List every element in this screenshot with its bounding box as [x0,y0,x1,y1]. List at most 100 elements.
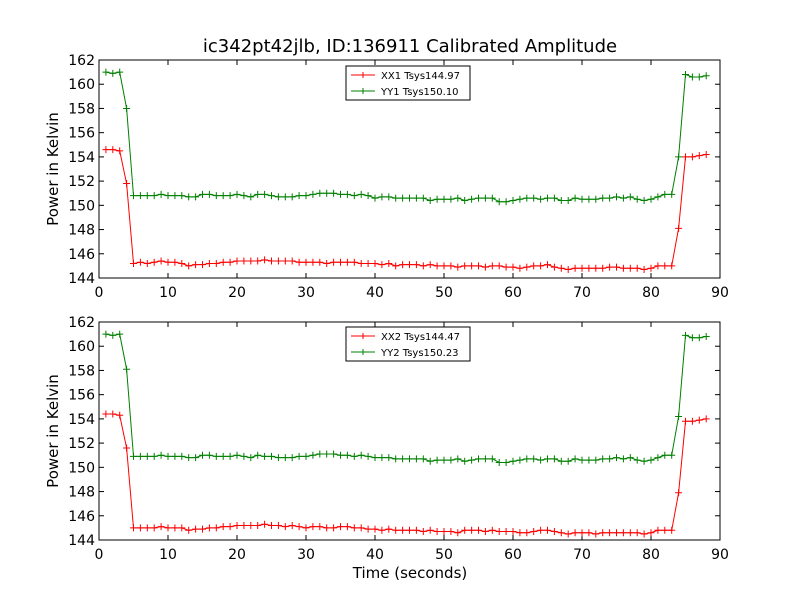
data-point [143,452,151,460]
data-point [578,529,586,537]
data-point [406,261,413,269]
data-point [337,451,344,459]
data-point [295,192,303,200]
data-point [178,452,186,460]
data-point [564,530,572,538]
data-point [143,524,151,532]
subplot-1: 0 10 20 30 40 50 60 70 80 90 144 146 148 150 152 154 156… [44,53,729,301]
y-axis-label: Power in Kelvin [44,112,62,226]
data-point [157,523,165,531]
data-point [599,455,607,463]
data-point [633,456,641,464]
data-point [212,452,220,460]
data-point [164,452,172,460]
data-point [537,526,545,534]
data-point [599,529,607,537]
data-point [571,194,579,202]
data-point [226,452,234,460]
data-point [516,456,524,464]
data-point [240,257,248,265]
x-tick-label: 80 [642,285,660,301]
data-point [233,521,241,529]
data-point [661,190,669,198]
data-point [419,262,427,270]
data-point [185,454,193,462]
data-point [488,455,496,463]
data-point [502,198,510,206]
data-point [661,526,669,534]
data-point [316,189,324,197]
data-point [212,259,220,267]
data-point [157,451,165,459]
data-point [116,330,124,338]
data-point [136,192,144,200]
data-point [461,457,469,465]
data-point [433,456,441,464]
data-point [619,264,627,272]
data-point [205,259,213,267]
data-point [592,264,600,272]
data-point [171,452,179,460]
data-point [219,452,227,460]
data-point [233,190,241,198]
data-point [447,195,455,203]
data-point [143,192,151,200]
data-point [323,524,331,532]
data-point [302,524,310,532]
data-point [447,456,455,464]
data-point [185,526,193,534]
data-point [550,263,558,271]
data-point [254,190,262,198]
data-point [178,192,186,200]
y-tick-label: 162 [68,315,95,331]
data-point [544,526,551,534]
data-point [399,455,407,463]
data-point [550,455,558,463]
data-point [268,192,275,200]
data-point [385,525,393,533]
data-point [150,192,158,200]
data-point [433,262,441,270]
data-point [668,262,676,270]
data-point [550,194,558,202]
data-point [199,190,206,198]
data-point [599,194,607,202]
data-point [364,259,372,267]
figure-title: ic342pt42jlb, ID:136911 Calibrated Ampli… [203,36,617,57]
data-point [288,257,296,265]
data-point [633,529,641,537]
data-point [130,259,137,267]
data-point [468,262,476,270]
data-point [640,266,648,274]
data-point [475,455,482,463]
legend-box [345,65,471,101]
data-point [564,457,572,465]
data-point [626,264,634,272]
data-point [385,259,393,267]
data-point [468,526,476,534]
data-point [302,192,310,200]
x-tick-label: 20 [228,285,246,301]
data-point [337,523,344,531]
data-point [419,528,427,536]
data-point [164,192,172,200]
data-point [143,259,151,267]
data-point [626,529,634,537]
data-point [281,193,289,201]
data-point [682,417,689,425]
x-tick-label: 70 [573,285,591,301]
data-point [592,456,600,464]
data-point [378,454,386,462]
data-point [640,530,648,538]
x-tick-label: 10 [159,285,177,301]
data-point [392,262,400,270]
data-point [481,263,489,271]
data-point [116,147,124,155]
data-point [323,189,331,197]
legend-label: XX1 Tsys144.97 [381,71,460,82]
data-point [592,195,600,203]
data-point [109,331,117,339]
data-point [357,524,365,532]
data-point [343,190,351,198]
data-point [702,72,710,80]
